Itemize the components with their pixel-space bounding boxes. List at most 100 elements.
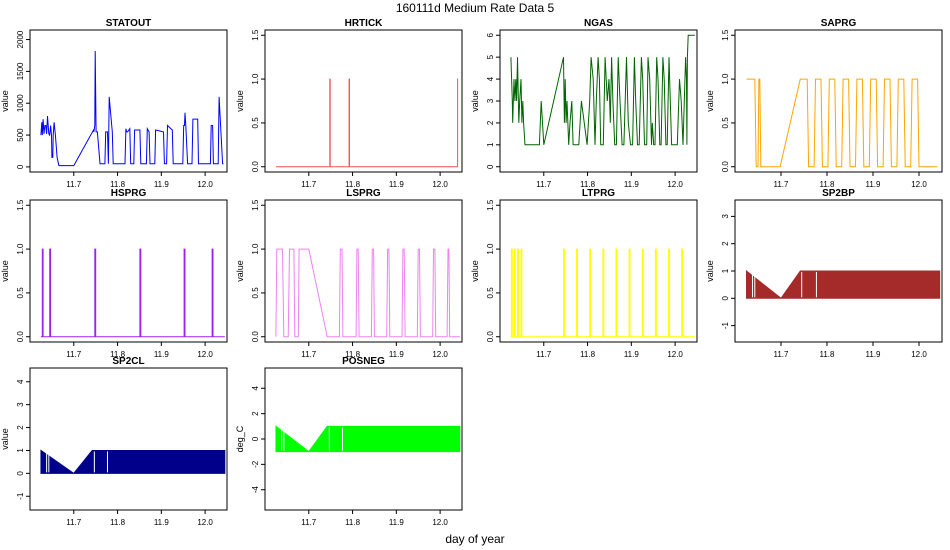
x-tick-label: 11.7: [66, 518, 82, 527]
x-tick-label: 11.8: [345, 350, 361, 359]
y-tick-label: -1: [16, 492, 25, 500]
x-tick-label: 11.7: [66, 180, 82, 189]
x-tick-label: 12.0: [432, 518, 448, 527]
y-tick-label: 1: [486, 142, 495, 147]
y-axis-label: value: [0, 90, 10, 112]
x-tick-label: 11.9: [866, 180, 882, 189]
panel-saprg: SAPRG 11.7 11.8 11.9 12.0 0.0 0.5 1.0 1.5 value: [705, 18, 943, 189]
x-tick-label: 12.0: [197, 350, 213, 359]
y-axis-label: value: [470, 90, 480, 112]
panel-title: LSPRG: [346, 188, 381, 199]
x-tick-label: 11.9: [624, 180, 640, 189]
y-tick-label: 0.0: [251, 331, 260, 343]
y-tick-label: 0: [16, 164, 25, 169]
y-tick-label: 0: [486, 164, 495, 169]
y-tick-label: 0.0: [16, 331, 25, 343]
y-tick-label: 3: [721, 214, 730, 219]
x-tick-label: 12.0: [197, 180, 213, 189]
y-tick-label: 1.0: [251, 73, 260, 85]
panel-title: HSPRG: [111, 188, 147, 199]
x-tick-label: 12.0: [197, 518, 213, 527]
plot-frame: [29, 199, 228, 343]
panel-title: SAPRG: [821, 18, 857, 29]
x-tick-label: 11.8: [110, 350, 126, 359]
y-axis-label: value: [0, 428, 10, 450]
x-tick-label: 11.7: [774, 350, 790, 359]
y-axis-label: value: [235, 90, 245, 112]
y-axis-label: value: [705, 260, 715, 282]
panel-title: SP2BP: [822, 188, 855, 199]
series-line-0: [510, 248, 695, 338]
x-tick-label: 11.9: [624, 350, 640, 359]
x-tick-label: 11.9: [154, 518, 170, 527]
y-tick-label: 5: [486, 54, 495, 59]
x-tick-label: 11.8: [345, 518, 361, 527]
x-tick-label: 11.9: [154, 350, 170, 359]
series-line-0: [275, 248, 460, 338]
y-axis-label: value: [0, 260, 10, 282]
panel-title: SP2CL: [112, 356, 144, 367]
y-tick-label: 0.5: [721, 117, 730, 129]
plot-frame: [264, 29, 463, 173]
series-band-0: [40, 449, 226, 475]
x-tick-label: 12.0: [911, 350, 927, 359]
series-band-0: [746, 269, 941, 300]
x-tick-label: 11.8: [820, 180, 836, 189]
plot-frame: [29, 367, 228, 511]
panel-title: HRTICK: [345, 18, 384, 29]
series-band-0: [275, 425, 461, 453]
y-tick-label: 3: [16, 402, 25, 407]
x-tick-label: 11.7: [774, 180, 790, 189]
y-tick-label: 4: [16, 379, 25, 384]
x-tick-label: 11.9: [389, 350, 405, 359]
y-tick-label: 1.5: [251, 29, 260, 41]
y-tick-label: 1.5: [721, 29, 730, 41]
y-tick-label: 4: [486, 76, 495, 81]
y-tick-label: 1500: [16, 62, 25, 80]
y-tick-label: 1: [721, 268, 730, 273]
figure-x-axis-label: day of year: [445, 532, 505, 546]
series-line-0: [746, 78, 938, 168]
panel-title: LTPRG: [582, 188, 615, 199]
x-tick-label: 12.0: [432, 180, 448, 189]
y-tick-label: 0.5: [486, 287, 495, 299]
plot-frame: [29, 29, 228, 173]
series-line-0: [40, 248, 225, 338]
plot-frame: [264, 199, 463, 343]
x-tick-label: 11.9: [154, 180, 170, 189]
x-tick-label: 11.8: [580, 180, 596, 189]
panel-ngas: NGAS 11.7 11.8 11.9 12.0 0 1 2 3 4 5 6 value: [470, 18, 698, 189]
x-tick-label: 11.7: [301, 350, 317, 359]
y-axis-label: deg_C: [235, 425, 245, 452]
x-tick-label: 11.7: [536, 180, 552, 189]
y-tick-label: 0.5: [251, 287, 260, 299]
series-line-0: [275, 78, 459, 168]
x-tick-label: 11.9: [389, 518, 405, 527]
y-axis-label: value: [470, 260, 480, 282]
y-tick-label: 3: [486, 98, 495, 103]
x-tick-label: 11.7: [301, 518, 317, 527]
x-tick-label: 11.7: [536, 350, 552, 359]
x-tick-label: 11.8: [820, 350, 836, 359]
series-line-0: [40, 50, 224, 167]
panel-title: POSNEG: [342, 356, 385, 367]
x-tick-label: 12.0: [911, 180, 927, 189]
figure-title: 160111d Medium Rate Data 5: [395, 1, 555, 15]
series-line-0: [510, 34, 695, 146]
y-tick-label: 0: [16, 471, 25, 476]
panel-title: STATOUT: [106, 18, 152, 29]
panel-hsprg: HSPRG 11.7 11.8 11.9 12.0 0.0 0.5 1.0 1.5 value: [0, 188, 228, 359]
y-tick-label: 0.0: [251, 161, 260, 173]
y-tick-label: 1.0: [721, 73, 730, 85]
y-tick-label: 1.5: [251, 199, 260, 211]
panel-hrtick: HRTICK 11.7 11.8 11.9 12.0 0.0 0.5 1.0 1.5 value: [235, 18, 463, 189]
y-tick-label: 500: [16, 128, 25, 142]
y-tick-label: 1.0: [251, 243, 260, 255]
x-tick-label: 11.7: [66, 350, 82, 359]
y-tick-label: -1: [721, 322, 730, 330]
y-tick-label: 0.5: [16, 287, 25, 299]
y-tick-label: 1: [16, 448, 25, 453]
x-tick-label: 12.0: [432, 350, 448, 359]
y-tick-label: 2: [251, 411, 260, 416]
